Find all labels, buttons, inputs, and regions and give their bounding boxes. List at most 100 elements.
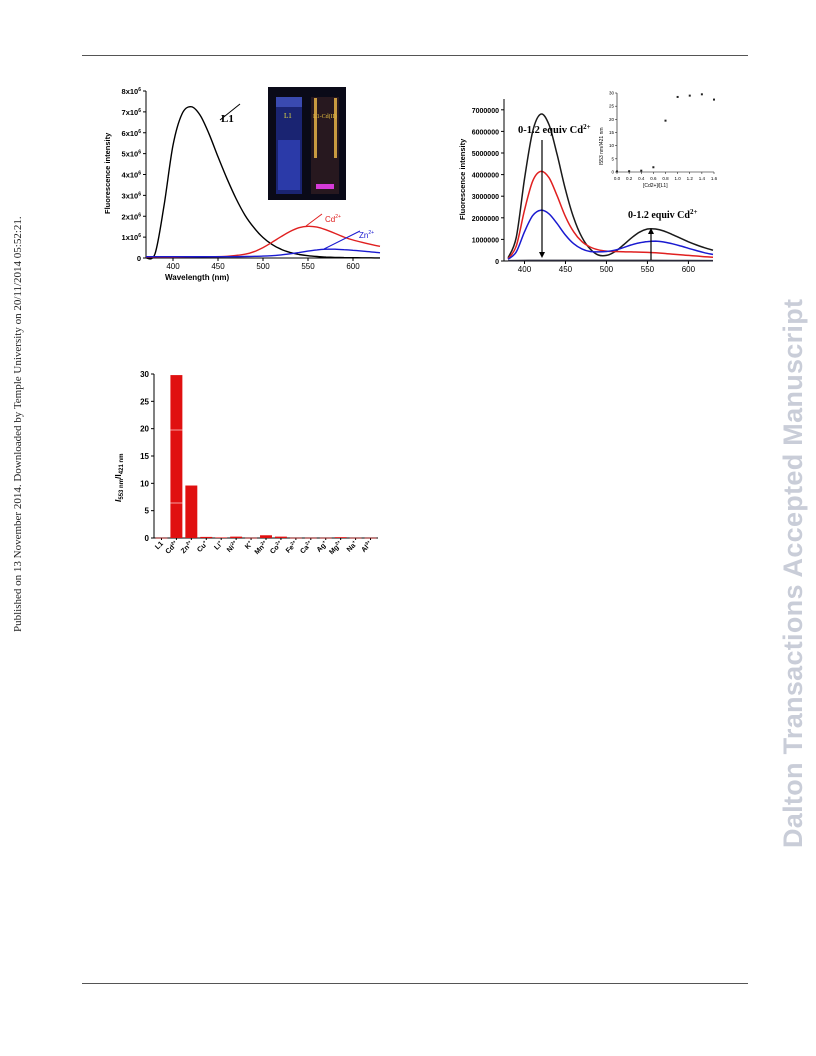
figure-b-y-tick-label: 6000000: [472, 129, 499, 136]
inset-x-tick-label: 1.2: [687, 176, 694, 181]
inset-y-tick-label: 0: [611, 170, 614, 175]
top-rule: [82, 55, 748, 56]
figure-a-y-tick-label: 4x106: [122, 171, 142, 180]
arrow-cd-line: [305, 213, 323, 227]
bar-6: [245, 537, 258, 539]
arrow-l1-line: [219, 103, 241, 121]
cuvette-cd-glow: [316, 184, 334, 189]
arrow-up-head: [648, 228, 654, 234]
figure-c-y-tick-label: 5: [145, 507, 150, 516]
inset-x-tick-label: 1.0: [674, 176, 681, 181]
inset-xlabel: [Cd2+]/[L1]: [643, 183, 668, 189]
figure-b-labels: 0-1.2 equiv Cd2+ 0-1.2 equiv Cd2+ Fluore…: [458, 123, 697, 260]
bar-12: [334, 537, 347, 538]
label-zn: Zn2+: [359, 230, 374, 240]
bar-1: [170, 375, 183, 538]
figure-b-y-tick-label: 7000000: [472, 108, 499, 115]
figure-a-x-tick-label: 550: [301, 262, 315, 271]
inset-point: [652, 166, 655, 169]
figure-c-labels: I553 nm/I421 nm: [113, 454, 125, 502]
bar-7: [260, 535, 272, 538]
bar-3: [200, 536, 213, 538]
inset-background: [617, 93, 714, 172]
cuvette-l1-glow: [278, 140, 300, 190]
inset-point: [676, 95, 679, 98]
cuvette-cd-edge-right: [334, 98, 337, 158]
figure-a-y-tick-label: 3x106: [122, 191, 142, 200]
bottom-rule: [82, 983, 748, 984]
figure-c-x-tick-label: Mg2+: [327, 539, 344, 556]
bar-0: [155, 537, 168, 539]
figure-a-cuvette-photo: L1 L1-Cd(II): [268, 87, 346, 200]
figure-b-x-tick-label: 550: [641, 265, 655, 274]
figure-a-y-tick-label: 2x106: [122, 212, 142, 221]
bar-5: [230, 536, 243, 538]
figure-b-x-tick-label: 450: [559, 265, 573, 274]
figure-a-y-tick-label: 6x106: [122, 129, 142, 138]
inset-y-tick-label: 5: [611, 156, 614, 161]
figure-a-x-tick-label: 400: [166, 262, 180, 271]
figure-c-x-tick-label: Ag+: [314, 539, 329, 554]
inset-x-tick-label: 1.4: [699, 176, 706, 181]
figure-c-x-tick-label: Al3+: [359, 539, 374, 554]
figure-c-x-tick-label: K+: [243, 539, 255, 551]
bar-8: [274, 536, 287, 538]
figure-a-y-tick-label: 0: [137, 254, 141, 263]
inset-y-tick-label: 10: [609, 143, 615, 148]
cuvette-l1-top: [276, 97, 302, 107]
figure-b-x-tick-label: 600: [682, 265, 696, 274]
figure-b-y-tick-label: 4000000: [472, 173, 499, 180]
bar-11: [319, 537, 332, 539]
inset-y-tick-label: 15: [609, 130, 615, 135]
inset-x-tick-label: 0.0: [614, 176, 621, 181]
figure-c-bars: [155, 375, 377, 539]
figure-b-inset-plot: I553 nm/I421 nm [Cd2+]/[L1] 0.0 0.2 0.4 0.6…: [599, 91, 718, 190]
inset-point: [713, 98, 715, 101]
figure-a-curves: [145, 105, 381, 260]
figure-b-ylabel: Fluorescence intensity: [458, 138, 467, 220]
figure-a-series-2: [146, 248, 381, 258]
inset-point: [664, 119, 667, 122]
figure-a-y-tick-label: 1x106: [122, 233, 142, 242]
figure-c-y-tick-label: 15: [140, 452, 149, 461]
figure-c-y-tick-label: 30: [140, 370, 149, 379]
figure-b-y-tick-label: 5000000: [472, 151, 499, 158]
figure-c-x-tick-label: Fe2+: [284, 539, 300, 555]
inset-x-tick-label: 0.4: [638, 176, 645, 181]
figure-c-x-tick-label: L1: [154, 540, 165, 551]
figure-a-xlabel: Wavelength (nm): [165, 273, 229, 282]
figure-a-x-tick-label: 450: [211, 262, 225, 271]
inset-x-tick-label: 0.6: [650, 176, 657, 181]
bar-9: [289, 537, 302, 539]
figure-b-x-tick-label: 500: [600, 265, 614, 274]
figure-c-x-tick-label: Co2+: [268, 539, 285, 556]
label-cd: Cd2+: [325, 214, 341, 224]
figure-b-y-tick-label: 0: [495, 259, 499, 266]
inset-point: [628, 170, 631, 173]
inset-y-tick-label: 25: [609, 104, 615, 109]
inset-y-tick-label: 20: [609, 117, 615, 122]
bar-10: [304, 537, 317, 539]
figure-c-x-tick-label: Cu+: [195, 539, 210, 554]
figure-c-x-tick-label: Mn2+: [252, 539, 269, 556]
figure-c-x-tick-label: Cd2+: [163, 539, 180, 556]
inset-x-tick-label: 1.6: [711, 176, 718, 181]
inset-ylabel: I553 nm/I421 nm: [599, 127, 605, 165]
figure-a-y-tick-label: 8x106: [122, 87, 142, 96]
figure-b-y-tick-label: 3000000: [472, 194, 499, 201]
inset-point: [700, 93, 703, 96]
inset-point: [616, 170, 618, 173]
figure-b-y-tick-label: 2000000: [472, 216, 499, 223]
annotation-right: 0-1.2 equiv Cd2+: [628, 208, 697, 221]
figure-c-y-tick-label: 20: [140, 425, 149, 434]
bar-2: [185, 485, 198, 538]
inset-point: [640, 169, 643, 172]
inset-point: [688, 94, 691, 97]
figure-c-y-tick-label: 25: [140, 397, 149, 406]
figure-b-y-tick-label: 1000000: [472, 237, 499, 244]
figure-a-series-0: [145, 105, 381, 260]
annotation-top: 0-1.2 equiv Cd2+: [518, 123, 591, 136]
